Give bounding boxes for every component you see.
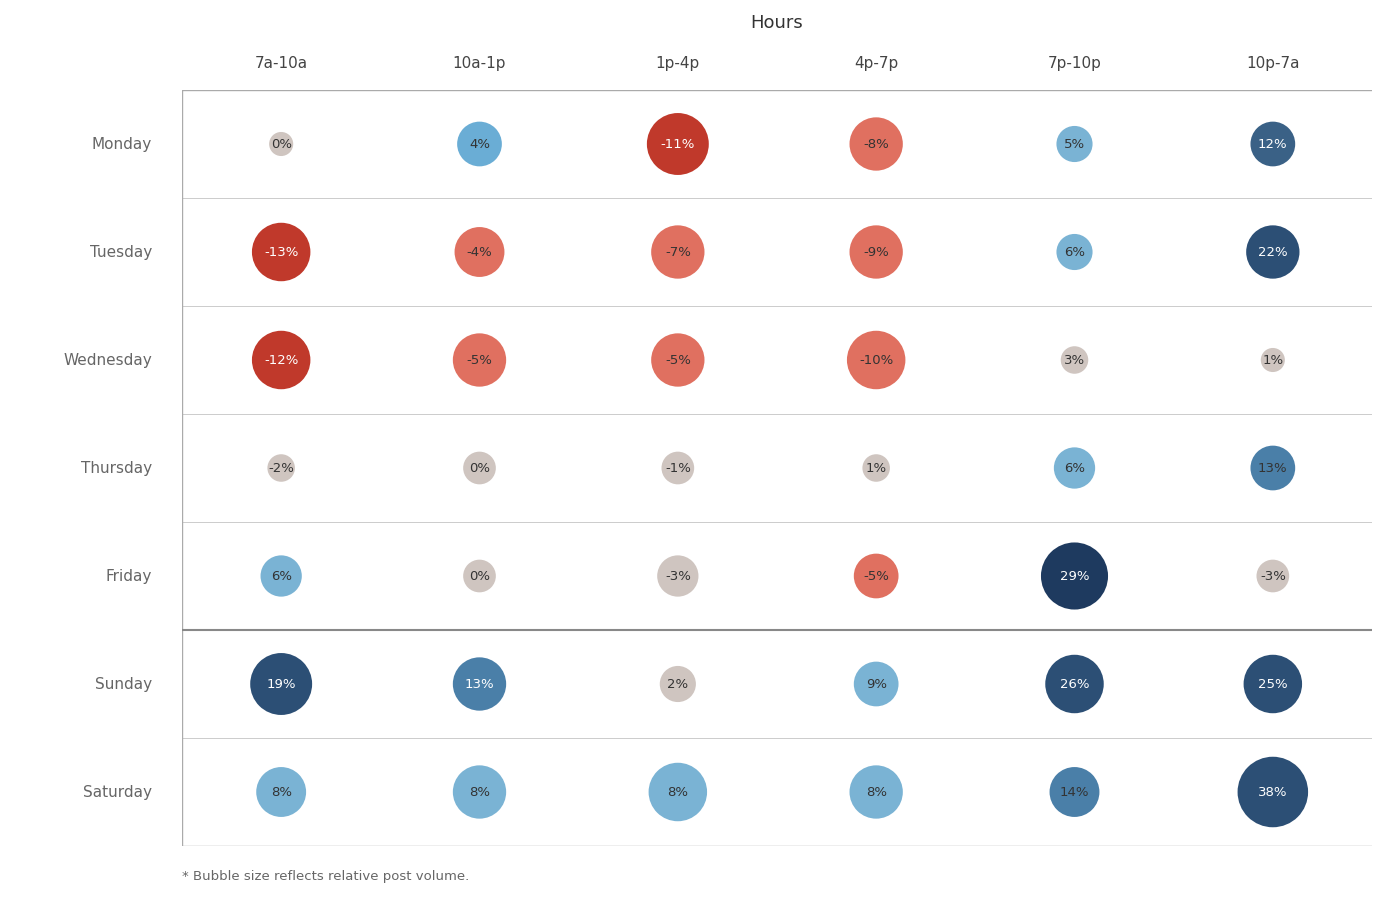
Ellipse shape	[1238, 757, 1308, 827]
Text: 6%: 6%	[1064, 462, 1085, 474]
Ellipse shape	[651, 333, 704, 387]
Text: -5%: -5%	[864, 570, 889, 582]
Text: -10%: -10%	[860, 354, 893, 366]
Text: -11%: -11%	[661, 138, 694, 150]
Text: 8%: 8%	[668, 786, 689, 798]
Text: * Bubble size reflects relative post volume.: * Bubble size reflects relative post vol…	[182, 869, 469, 883]
Text: 10a-1p: 10a-1p	[452, 56, 507, 70]
Text: -1%: -1%	[665, 462, 690, 474]
Ellipse shape	[1050, 767, 1099, 817]
Text: 12%: 12%	[1259, 138, 1288, 150]
Text: 4p-7p: 4p-7p	[854, 56, 899, 70]
Ellipse shape	[452, 657, 507, 711]
Ellipse shape	[267, 454, 295, 482]
Ellipse shape	[850, 765, 903, 819]
Ellipse shape	[1256, 560, 1289, 592]
Ellipse shape	[1246, 225, 1299, 279]
Ellipse shape	[1243, 655, 1302, 713]
Text: -9%: -9%	[864, 246, 889, 258]
Text: 3%: 3%	[1064, 354, 1085, 366]
Text: -3%: -3%	[665, 570, 690, 582]
Text: 29%: 29%	[1060, 570, 1089, 582]
Text: Monday: Monday	[92, 137, 153, 151]
Text: Friday: Friday	[106, 569, 153, 583]
Text: 1%: 1%	[1263, 354, 1284, 366]
Text: 14%: 14%	[1060, 786, 1089, 798]
Ellipse shape	[458, 122, 501, 166]
Text: 8%: 8%	[270, 786, 291, 798]
Ellipse shape	[1061, 346, 1088, 374]
Ellipse shape	[452, 333, 507, 387]
Text: -13%: -13%	[265, 246, 298, 258]
Ellipse shape	[252, 223, 311, 281]
Ellipse shape	[1261, 348, 1285, 372]
Ellipse shape	[862, 454, 890, 482]
Text: 5%: 5%	[1064, 138, 1085, 150]
Text: 22%: 22%	[1259, 246, 1288, 258]
Text: -5%: -5%	[466, 354, 493, 366]
Text: 6%: 6%	[270, 570, 291, 582]
Ellipse shape	[252, 331, 311, 389]
Ellipse shape	[1057, 126, 1092, 162]
Text: Hours: Hours	[750, 14, 804, 32]
Ellipse shape	[647, 113, 708, 175]
Ellipse shape	[260, 555, 302, 597]
Ellipse shape	[850, 225, 903, 279]
Text: Thursday: Thursday	[81, 461, 153, 475]
Ellipse shape	[463, 560, 496, 592]
Ellipse shape	[659, 666, 696, 702]
Text: 13%: 13%	[465, 678, 494, 690]
Text: 25%: 25%	[1259, 678, 1288, 690]
Ellipse shape	[463, 452, 496, 484]
Ellipse shape	[847, 331, 906, 389]
Text: 10p-7a: 10p-7a	[1246, 56, 1299, 70]
Text: 19%: 19%	[266, 678, 295, 690]
Text: -5%: -5%	[665, 354, 690, 366]
Text: 1%: 1%	[865, 462, 886, 474]
Text: -4%: -4%	[466, 246, 493, 258]
Ellipse shape	[661, 452, 694, 484]
Text: 6%: 6%	[1064, 246, 1085, 258]
Ellipse shape	[850, 117, 903, 171]
Text: Wednesday: Wednesday	[63, 353, 153, 367]
Ellipse shape	[455, 227, 504, 277]
Text: 2%: 2%	[668, 678, 689, 690]
Text: -8%: -8%	[864, 138, 889, 150]
Text: 26%: 26%	[1060, 678, 1089, 690]
Text: Saturday: Saturday	[83, 785, 153, 799]
Text: Tuesday: Tuesday	[90, 245, 153, 259]
Text: 8%: 8%	[469, 786, 490, 798]
Ellipse shape	[651, 225, 704, 279]
Text: Sunday: Sunday	[95, 677, 153, 691]
Text: 8%: 8%	[865, 786, 886, 798]
Ellipse shape	[1057, 234, 1092, 270]
Ellipse shape	[1054, 447, 1095, 489]
Text: 0%: 0%	[270, 138, 291, 150]
Text: 38%: 38%	[1259, 786, 1288, 798]
Ellipse shape	[1046, 655, 1103, 713]
Text: -2%: -2%	[269, 462, 294, 474]
Text: 0%: 0%	[469, 570, 490, 582]
Ellipse shape	[854, 554, 899, 598]
Ellipse shape	[657, 555, 699, 597]
Ellipse shape	[1042, 543, 1107, 609]
Ellipse shape	[256, 767, 307, 817]
Ellipse shape	[269, 132, 293, 156]
Text: -3%: -3%	[1260, 570, 1285, 582]
Text: 7p-10p: 7p-10p	[1047, 56, 1102, 70]
Text: 13%: 13%	[1259, 462, 1288, 474]
Ellipse shape	[1250, 122, 1295, 166]
Ellipse shape	[251, 653, 312, 715]
Text: 0%: 0%	[469, 462, 490, 474]
Ellipse shape	[854, 662, 899, 706]
Text: -12%: -12%	[265, 354, 298, 366]
Ellipse shape	[1250, 446, 1295, 491]
Ellipse shape	[452, 765, 507, 819]
Text: 9%: 9%	[865, 678, 886, 690]
Text: -7%: -7%	[665, 246, 690, 258]
Ellipse shape	[648, 763, 707, 821]
Text: 7a-10a: 7a-10a	[255, 56, 308, 70]
Text: 1p-4p: 1p-4p	[655, 56, 700, 70]
Text: 4%: 4%	[469, 138, 490, 150]
